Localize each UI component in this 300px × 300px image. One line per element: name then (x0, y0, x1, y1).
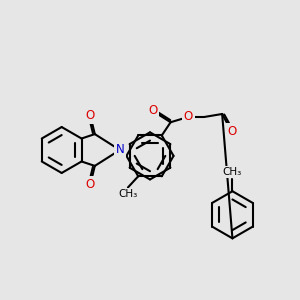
Text: CH₃: CH₃ (223, 167, 242, 177)
Text: O: O (228, 125, 237, 138)
Text: O: O (184, 110, 193, 123)
Text: O: O (148, 104, 158, 117)
Text: O: O (86, 178, 95, 191)
Text: N: N (116, 143, 124, 157)
Text: CH₃: CH₃ (118, 189, 137, 199)
Text: O: O (86, 109, 95, 122)
